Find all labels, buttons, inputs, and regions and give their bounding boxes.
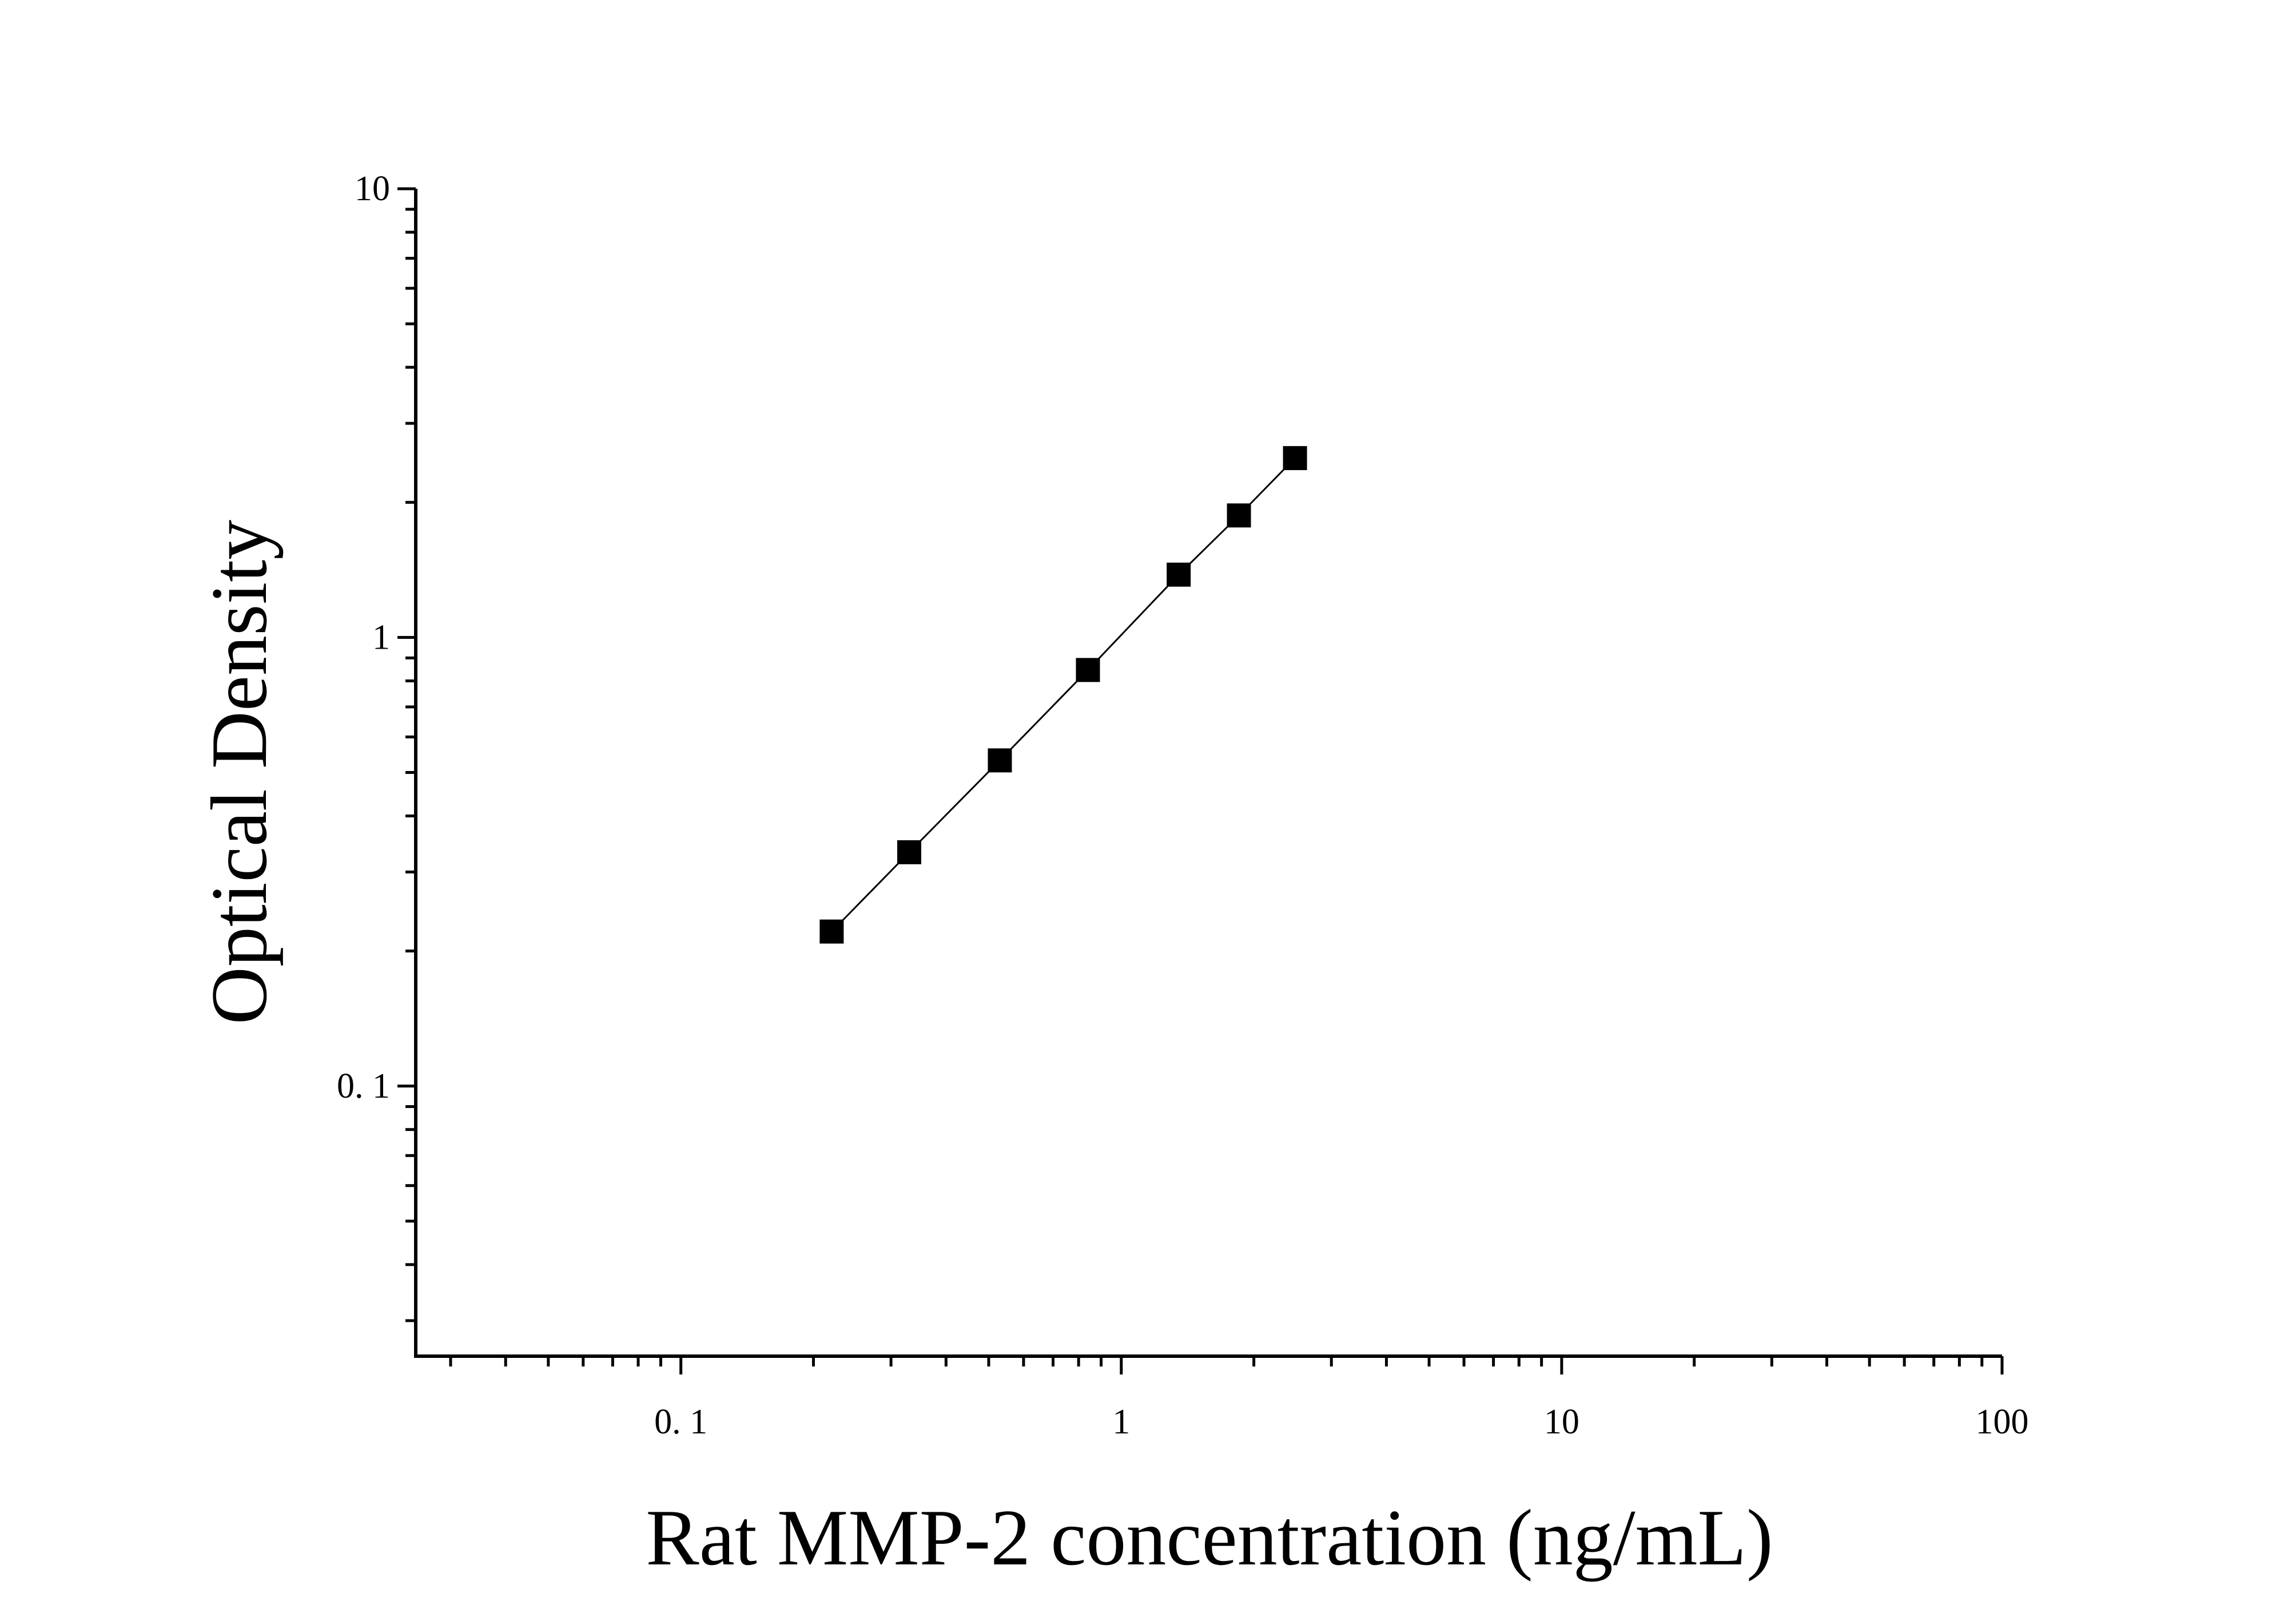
data-point <box>1283 446 1307 470</box>
x-tick-label: 100 <box>1976 1403 2029 1441</box>
x-axis-title: Rat MMP-2 concentration (ng/mL) <box>646 1493 1773 1582</box>
x-tick-label: 0. 1 <box>654 1403 707 1441</box>
series <box>819 446 1307 944</box>
data-point <box>897 840 921 864</box>
x-tick-label: 10 <box>1544 1403 1579 1441</box>
data-point <box>1227 503 1251 528</box>
data-point <box>1076 658 1100 682</box>
y-tick-label: 1 <box>372 618 390 657</box>
y-tick-label: 0. 1 <box>337 1067 390 1106</box>
data-point <box>1167 562 1191 587</box>
data-point <box>988 748 1012 773</box>
y-axis-title: Optical Density <box>195 520 284 1025</box>
x-tick-label: 1 <box>1112 1403 1130 1441</box>
data-point <box>819 919 844 944</box>
y-tick-label: 10 <box>355 169 390 208</box>
axes: 0. 1 1 10 100 0. 1 1 10 <box>337 169 2029 1441</box>
